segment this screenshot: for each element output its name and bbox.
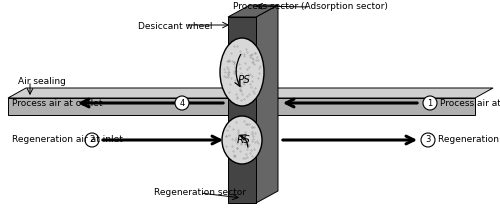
Polygon shape	[8, 88, 493, 98]
Text: Regeneration air at outlet: Regeneration air at outlet	[438, 135, 500, 144]
Text: Process sector (Adsorption sector): Process sector (Adsorption sector)	[232, 2, 388, 11]
Text: RS: RS	[237, 135, 251, 145]
Text: Air sealing: Air sealing	[18, 77, 66, 86]
Text: 2: 2	[90, 135, 94, 144]
Text: 1: 1	[428, 98, 432, 108]
Text: PS: PS	[238, 75, 250, 85]
Polygon shape	[228, 5, 278, 17]
Text: 3: 3	[426, 135, 430, 144]
Circle shape	[421, 133, 435, 147]
Text: Process air at outlet: Process air at outlet	[12, 98, 102, 108]
Bar	[8, 98, 475, 115]
Text: Regeneration sector: Regeneration sector	[154, 188, 246, 197]
Text: Process air at inlet: Process air at inlet	[440, 98, 500, 108]
Circle shape	[85, 133, 99, 147]
Polygon shape	[256, 5, 278, 203]
Bar	[228, 17, 256, 203]
Ellipse shape	[220, 38, 264, 106]
Ellipse shape	[222, 116, 262, 164]
Circle shape	[423, 96, 437, 110]
Circle shape	[175, 96, 189, 110]
Text: Desiccant wheel: Desiccant wheel	[138, 22, 212, 31]
Text: 4: 4	[180, 98, 184, 108]
Text: Regeneration air at inlet: Regeneration air at inlet	[12, 135, 123, 144]
